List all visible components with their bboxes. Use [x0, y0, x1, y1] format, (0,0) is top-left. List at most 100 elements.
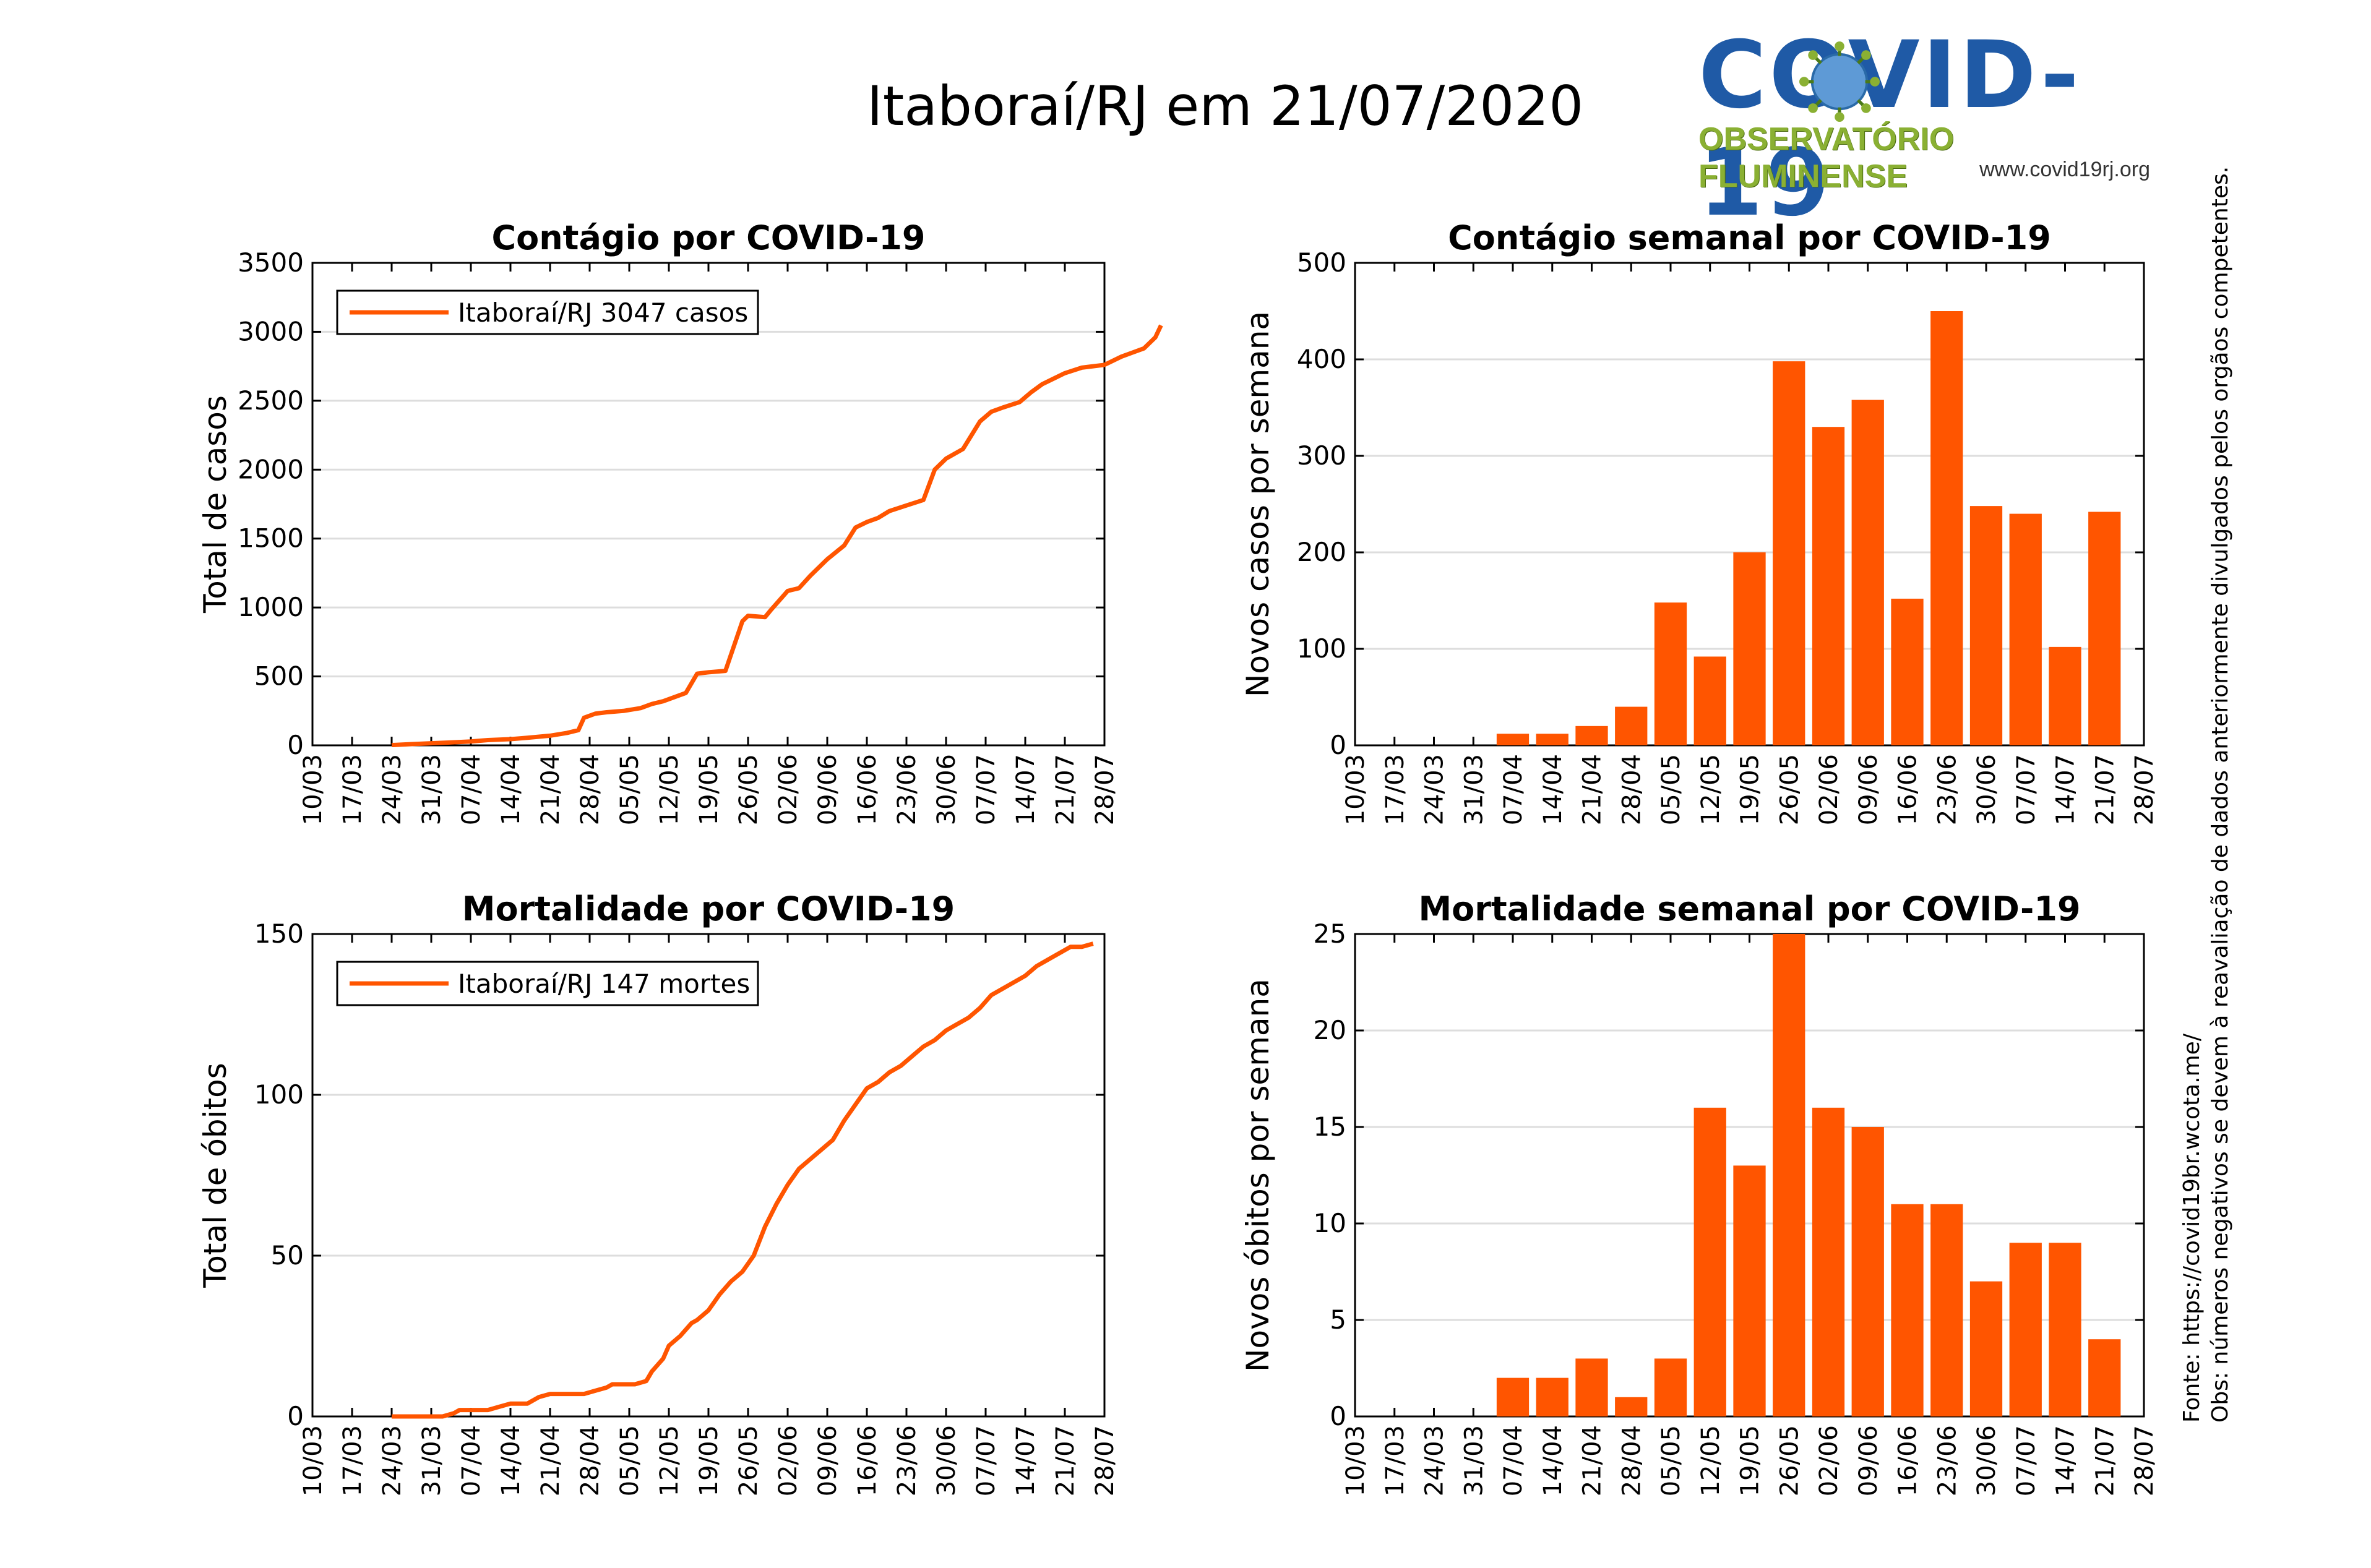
y-tick-label: 10 — [1314, 1208, 1346, 1238]
covid-observatorio-logo: COVID-19 OBSERVATÓRIO FLUMINENSE www.cov… — [1698, 22, 2156, 237]
x-tick-label: 21/04 — [1578, 1425, 1607, 1496]
x-tick-label: 14/04 — [497, 754, 525, 825]
x-tick-label: 17/03 — [1381, 754, 1409, 825]
series-line — [392, 941, 1094, 1419]
y-axis-label: Total de óbitos — [197, 1063, 233, 1288]
x-tick-label: 14/04 — [1539, 754, 1567, 825]
y-tick-label: 3000 — [238, 316, 304, 346]
x-tick-label: 28/04 — [1617, 754, 1646, 825]
x-tick-label: 31/03 — [1460, 754, 1488, 825]
x-tick-label: 17/03 — [1381, 1425, 1409, 1496]
y-axis-label: Total de casos — [197, 395, 233, 614]
bar — [1773, 361, 1805, 745]
x-tick-label: 28/07 — [1091, 754, 1119, 825]
bar — [1812, 1107, 1845, 1416]
x-tick-label: 23/06 — [1933, 754, 1961, 825]
bar — [2009, 1243, 2042, 1416]
x-tick-label: 09/06 — [814, 1425, 842, 1496]
x-tick-label: 09/06 — [1854, 754, 1883, 825]
x-tick-label: 17/03 — [338, 1425, 367, 1496]
x-tick-label: 28/07 — [2130, 1425, 2159, 1496]
y-tick-label: 150 — [254, 919, 304, 949]
chart-panel-3: 0 50 100 150 10/03 17/03 24/03 31/03 07/04 14/04 2… — [197, 889, 1119, 1496]
x-tick-label: 12/05 — [1697, 1425, 1725, 1496]
x-tick-label: 30/06 — [932, 754, 961, 825]
x-tick-label: 02/06 — [774, 1425, 803, 1496]
y-tick-label: 200 — [1297, 537, 1346, 567]
bar — [1693, 1107, 1726, 1416]
bar — [1615, 706, 1648, 745]
bar — [1496, 1377, 1530, 1416]
x-tick-label: 28/04 — [576, 1425, 605, 1496]
x-tick-label: 07/04 — [457, 754, 486, 825]
legend-box — [336, 289, 759, 335]
x-tick-label: 28/07 — [1091, 1425, 1119, 1496]
y-tick-label: 100 — [1297, 633, 1346, 664]
x-tick-label: 21/04 — [536, 754, 565, 825]
x-tick-label: 21/07 — [1051, 1425, 1080, 1496]
y-tick-label: 2500 — [238, 385, 304, 416]
x-tick-label: 30/06 — [1973, 754, 2001, 825]
chart-title: Mortalidade semanal por COVID-19 — [1418, 889, 2080, 928]
x-tick-label: 07/04 — [1499, 754, 1528, 825]
bar — [1891, 598, 1924, 745]
bar — [2009, 513, 2042, 745]
x-tick-label: 07/07 — [972, 754, 1000, 825]
bar — [1575, 726, 1608, 745]
x-tick-label: 07/07 — [2012, 1425, 2041, 1496]
x-tick-label: 09/06 — [1854, 1425, 1883, 1496]
bar — [1930, 311, 1963, 745]
x-tick-label: 10/03 — [1341, 754, 1370, 825]
bar — [2049, 646, 2081, 745]
y-tick-label: 0 — [287, 730, 304, 760]
x-tick-label: 19/05 — [1736, 1425, 1765, 1496]
chart-panel-4: 0 5 10 15 20 25 10/03 17/03 24/03 31/03 07/04 14/04… — [1240, 889, 2159, 1496]
x-tick-label: 24/03 — [378, 754, 407, 825]
y-tick-label: 0 — [1330, 1401, 1346, 1431]
x-tick-label: 16/06 — [853, 754, 882, 825]
x-tick-label: 05/05 — [616, 754, 644, 825]
virus-icon — [1799, 41, 1880, 122]
x-tick-label: 19/05 — [695, 1425, 723, 1496]
bar — [1773, 934, 1805, 1416]
x-tick-label: 12/05 — [655, 1425, 684, 1496]
x-tick-label: 21/04 — [536, 1425, 565, 1496]
x-tick-label: 26/05 — [1775, 754, 1804, 825]
x-tick-label: 02/06 — [774, 754, 803, 825]
bar — [1733, 552, 1766, 745]
bar — [1536, 734, 1568, 745]
x-tick-label: 21/07 — [1051, 754, 1080, 825]
x-tick-label: 24/03 — [1421, 754, 1449, 825]
y-tick-label: 100 — [254, 1079, 304, 1110]
x-tick-label: 14/07 — [1012, 754, 1040, 825]
x-tick-label: 07/04 — [1499, 1425, 1528, 1496]
x-tick-label: 24/03 — [1421, 1425, 1449, 1496]
x-tick-label: 30/06 — [1973, 1425, 2001, 1496]
bar — [1654, 602, 1687, 745]
x-tick-label: 05/05 — [1657, 1425, 1685, 1496]
x-tick-label: 26/05 — [734, 754, 763, 825]
x-tick-label: 10/03 — [299, 1425, 327, 1496]
x-tick-label: 14/07 — [2052, 754, 2080, 825]
x-tick-label: 24/03 — [378, 1425, 407, 1496]
x-tick-label: 16/06 — [1894, 1425, 1922, 1496]
x-tick-label: 12/05 — [1697, 754, 1725, 825]
chart-title: Contágio semanal por COVID-19 — [1448, 218, 2051, 257]
x-tick-label: 28/04 — [1617, 1425, 1646, 1496]
bar — [1969, 1281, 2003, 1416]
x-tick-label: 14/04 — [497, 1425, 525, 1496]
chart-title: Contágio por COVID-19 — [491, 218, 925, 257]
x-tick-label: 12/05 — [655, 754, 684, 825]
x-tick-label: 21/07 — [2091, 1425, 2119, 1496]
bar — [1812, 427, 1845, 745]
x-tick-label: 10/03 — [299, 754, 327, 825]
x-tick-label: 16/06 — [1894, 754, 1922, 825]
bar — [1930, 1204, 1963, 1416]
y-tick-label: 500 — [254, 661, 304, 692]
y-tick-label: 0 — [287, 1401, 304, 1431]
x-tick-label: 21/07 — [2091, 754, 2119, 825]
bar — [1969, 506, 2003, 745]
bar — [2088, 1339, 2121, 1416]
y-tick-label: 300 — [1297, 440, 1346, 471]
legend-label: Itaboraí/RJ 147 mortes — [458, 969, 750, 999]
